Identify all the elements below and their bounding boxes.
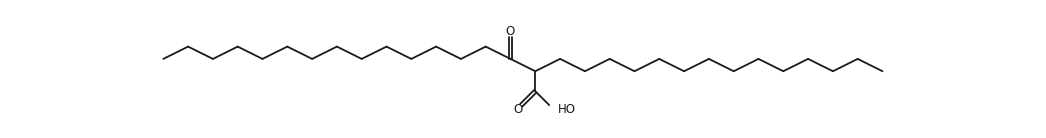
Text: O: O: [506, 25, 515, 39]
Text: HO: HO: [558, 103, 575, 116]
Text: O: O: [514, 103, 523, 116]
